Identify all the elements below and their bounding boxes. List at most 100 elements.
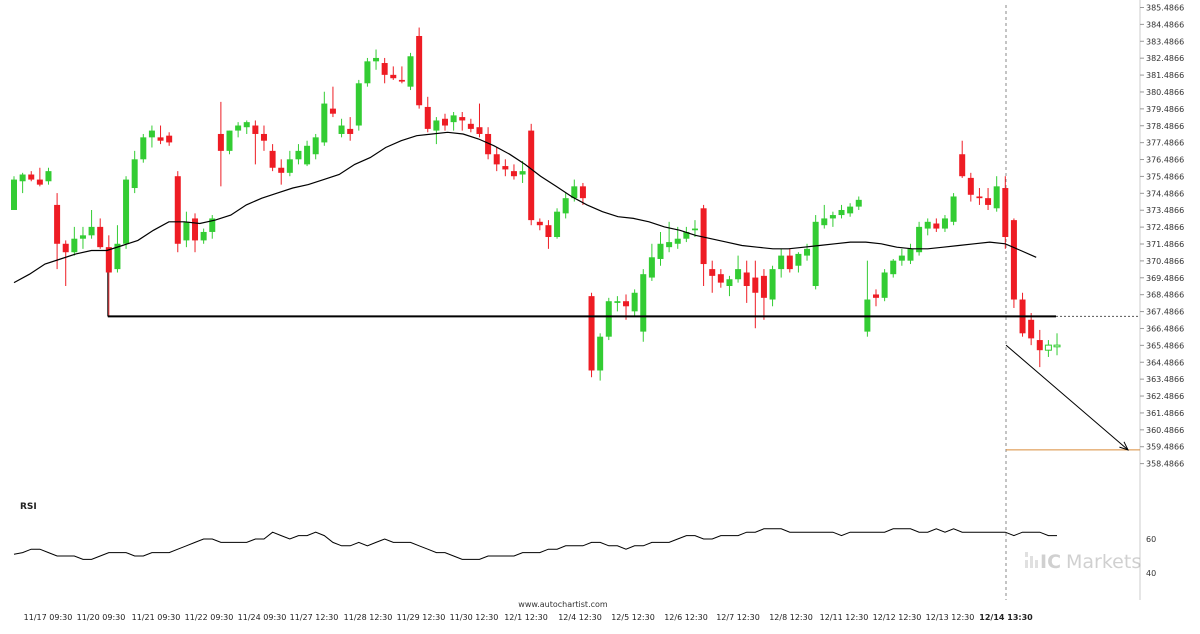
candle-body [407,56,414,87]
time-tick-label: 11/28 12:30 [344,613,393,622]
candle-body [62,243,69,253]
candle-body [933,223,940,229]
price-tick-label: 358.4866 [1146,460,1184,469]
candle-body [260,133,267,141]
candle-body [226,130,233,151]
candle-body [390,74,397,79]
rsi-tick-label: 60 [1146,535,1156,544]
price-tick-label: 377.4866 [1146,139,1184,148]
candle-body [821,218,828,226]
candle-body [666,242,673,248]
candle-body [967,177,974,195]
icmarkets-logo-icon: IC Markets [1025,551,1141,573]
price-tick-label: 364.4866 [1146,358,1184,367]
candle-body [329,108,336,114]
candle-body [700,208,707,265]
candle-body [545,225,552,238]
candle-body [597,336,604,371]
price-tick-label: 363.4866 [1146,375,1184,384]
price-tick-label: 359.4866 [1146,443,1184,452]
candle-body [536,221,543,226]
price-tick-label: 376.4866 [1146,156,1184,165]
candle-body [442,118,448,126]
price-tick-label: 381.4866 [1146,71,1184,80]
candle-body [243,122,250,128]
time-tick-label: 11/17 09:30 [24,613,73,622]
candle-body [105,247,112,273]
time-tick-label: 12/12 12:30 [873,613,922,622]
candle-body [79,235,86,239]
candle-body [829,215,836,219]
candle-body [554,211,561,238]
candle-body [355,83,362,126]
candle-body [657,243,664,259]
time-tick-label-highlighted: 12/14 13:30 [979,613,1033,622]
price-tick-label: 367.4866 [1146,308,1184,317]
candle-body [941,218,948,229]
candle-body [588,296,595,371]
candle-body [459,117,466,121]
logo-markets: Markets [1066,551,1141,573]
price-tick-label: 385.4866 [1146,4,1184,13]
candle-body [976,196,983,199]
candles [11,27,1061,381]
candle-body [88,226,95,236]
price-tick-label: 383.4866 [1146,37,1184,46]
price-tick-label: 372.4866 [1146,223,1184,232]
candle-body [812,221,819,287]
rsi-label: RSI [20,502,37,512]
time-tick-label: 12/6 12:30 [664,613,708,622]
candle-body [1028,319,1035,339]
candle-body [278,167,285,173]
time-tick-label: 12/8 12:30 [769,613,813,622]
price-tick-label: 366.4866 [1146,324,1184,333]
candle-body [691,228,698,231]
time-tick-label: 11/21 09:30 [132,613,181,622]
candle-body [174,176,181,244]
candle-body [924,221,931,229]
candle-body [433,120,440,131]
candle-body [1053,344,1061,348]
rsi-line [13,528,1057,560]
price-axis: 385.4866 384.4866 383.4866 382.4866 381.4866… [1140,4,1184,469]
price-tick-label: 374.4866 [1146,189,1184,198]
time-tick-label: 11/24 09:30 [238,613,287,622]
candle-body [916,226,923,253]
candle-body [648,257,655,278]
price-tick-label: 360.4866 [1146,426,1184,435]
candle-body [485,133,492,155]
watermark-url: www.autochartist.com [518,600,608,609]
candle-body [192,218,199,241]
logo-ic: IC [1040,551,1061,573]
candle-body [519,171,526,175]
time-axis: 11/17 09:30 11/20 09:30 11/21 09:30 11/22 0… [24,613,1033,622]
candle-body [347,128,354,134]
candle-body [312,137,319,155]
candle-body [381,63,388,75]
price-tick-label: 384.4866 [1146,20,1184,29]
time-tick-label: 11/29 12:30 [397,613,446,622]
candle-body [338,125,345,134]
candle-body [476,127,483,134]
price-tick-label: 378.4866 [1146,122,1184,131]
candle-body [950,196,957,222]
candle-body [166,135,173,143]
watermark: www.autochartist.com IC Markets [518,551,1141,609]
candle-body [36,179,43,185]
moving-average [13,131,1037,284]
candle-body [71,238,78,253]
candle-body [114,243,121,270]
candle-body [985,198,992,205]
time-tick-label: 11/30 12:30 [450,613,499,622]
time-tick-label: 12/1 12:30 [504,613,548,622]
candle-body [881,272,888,298]
price-tick-label: 371.4866 [1146,240,1184,249]
candle-body [709,269,716,276]
candle-body [373,57,380,62]
time-tick-label: 12/7 12:30 [716,613,760,622]
candle-body [528,130,535,221]
rsi-tick-label: 40 [1146,569,1156,578]
candle-body [1010,220,1017,300]
candle-body [631,292,638,312]
